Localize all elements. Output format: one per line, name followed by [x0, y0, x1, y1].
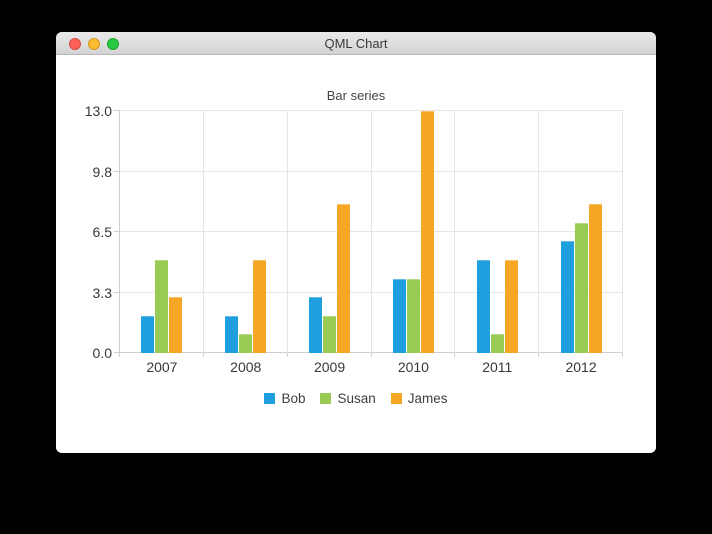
chart-area: Bar series Bob Susan James 0.0 3.3 6.5 9.8 13.…: [56, 55, 656, 452]
legend-label: James: [407, 391, 448, 406]
x-axis-tick: [538, 353, 540, 357]
gridline: [286, 111, 288, 353]
y-axis-tick: [114, 170, 120, 172]
y-axis-tick: [114, 110, 120, 111]
gridline: [119, 111, 120, 353]
x-axis-tick-label: 2009: [313, 359, 346, 375]
zoom-button[interactable]: [107, 37, 119, 50]
bar: [476, 259, 490, 353]
bar: [420, 111, 434, 353]
gridline: [120, 170, 623, 172]
x-axis-tick: [454, 353, 456, 357]
gridline: [622, 111, 623, 353]
bar: [574, 222, 588, 353]
bar: [337, 204, 351, 353]
x-axis-tick-label: 2011: [482, 359, 513, 375]
x-axis-tick: [286, 353, 288, 357]
bar: [406, 278, 420, 353]
legend-marker: [264, 393, 276, 404]
x-axis-tick: [119, 353, 120, 357]
legend-label: Susan: [337, 391, 376, 406]
y-axis-tick: [114, 231, 120, 232]
x-axis-tick: [370, 353, 372, 357]
gridline: [370, 111, 372, 353]
gridline: [120, 110, 623, 111]
x-axis-tick-label: 2012: [565, 359, 597, 375]
bar: [490, 334, 504, 353]
y-axis-tick-label: 3.3: [92, 284, 112, 301]
bar: [560, 241, 574, 353]
chart-legend: Bob Susan James: [56, 391, 656, 406]
bar: [141, 315, 155, 353]
bar: [309, 297, 323, 353]
gridline: [120, 352, 623, 353]
bar: [155, 259, 169, 353]
chart-title: Bar series: [326, 88, 386, 103]
y-axis-tick-label: 9.8: [92, 163, 112, 180]
y-axis-tick: [114, 352, 120, 353]
x-axis-tick-label: 2007: [146, 359, 178, 375]
legend-item: James: [390, 391, 448, 406]
bar: [169, 297, 183, 353]
bar: [225, 315, 239, 353]
x-axis-tick-label: 2010: [397, 359, 429, 375]
legend-item: Susan: [320, 391, 376, 406]
y-axis-tick-label: 0.0: [92, 345, 112, 361]
bar: [239, 334, 253, 353]
legend-marker: [320, 393, 332, 404]
gridline: [202, 111, 204, 353]
legend-item: Bob: [264, 391, 305, 406]
minimize-button[interactable]: [88, 37, 100, 50]
y-axis-tick-label: 13.0: [84, 103, 112, 119]
gridline: [120, 291, 623, 293]
close-button[interactable]: [69, 37, 81, 50]
bar: [392, 278, 406, 353]
x-axis-tick-label: 2008: [230, 359, 262, 375]
bar: [504, 259, 518, 353]
bar: [588, 204, 602, 353]
gridline: [454, 111, 456, 353]
legend-marker: [390, 393, 402, 404]
bar: [323, 315, 337, 353]
qml-chart-window: QML Chart Bar series Bob Susan James 0.0 3.…: [56, 32, 656, 453]
title-bar[interactable]: QML Chart: [56, 32, 656, 55]
gridline: [538, 111, 540, 353]
y-axis-tick: [114, 291, 120, 293]
y-axis-tick-label: 6.5: [92, 224, 112, 240]
x-axis-tick: [202, 353, 204, 357]
legend-label: Bob: [281, 391, 306, 406]
bar: [253, 259, 267, 353]
x-axis-tick: [622, 353, 623, 357]
window-title: QML Chart: [324, 36, 388, 51]
gridline: [120, 231, 623, 232]
